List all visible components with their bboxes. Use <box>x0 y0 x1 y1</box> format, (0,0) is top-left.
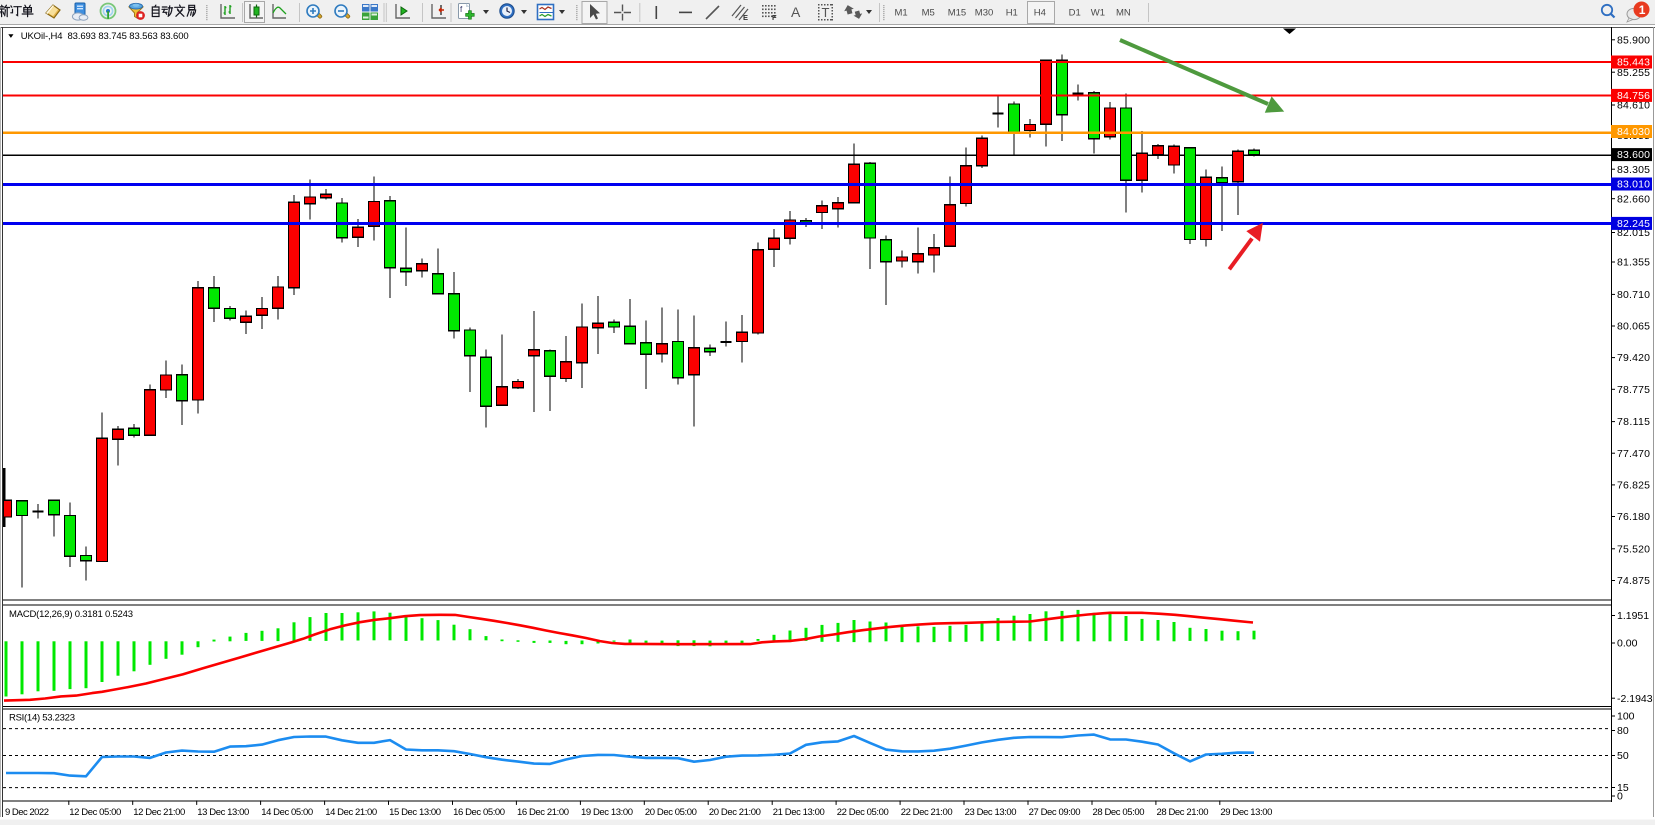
svg-text:13 Dec 13:00: 13 Dec 13:00 <box>197 807 249 818</box>
svg-text:79.420: 79.420 <box>1617 352 1650 364</box>
svg-text:M30: M30 <box>975 8 993 19</box>
svg-text:85.900: 85.900 <box>1617 34 1650 46</box>
svg-text:19 Dec 13:00: 19 Dec 13:00 <box>581 807 633 818</box>
svg-text:83.305: 83.305 <box>1617 164 1650 176</box>
svg-text:f: f <box>460 5 463 14</box>
svg-text:75.520: 75.520 <box>1617 543 1650 555</box>
svg-text:F: F <box>772 13 777 22</box>
svg-text:76.825: 76.825 <box>1617 480 1650 492</box>
svg-text:84.030: 84.030 <box>1617 126 1650 138</box>
svg-text:1: 1 <box>1639 3 1646 17</box>
svg-text:80.710: 80.710 <box>1617 289 1650 301</box>
svg-text:84.610: 84.610 <box>1617 100 1650 112</box>
svg-text:H4: H4 <box>1034 8 1046 19</box>
svg-text:12 Dec 05:00: 12 Dec 05:00 <box>69 807 121 818</box>
svg-text:76.180: 76.180 <box>1617 511 1650 523</box>
svg-text:16 Dec 05:00: 16 Dec 05:00 <box>453 807 505 818</box>
svg-text:84.756: 84.756 <box>1617 90 1650 102</box>
svg-text:0.00: 0.00 <box>1617 638 1638 650</box>
svg-text:15: 15 <box>1617 782 1629 794</box>
svg-text:82.245: 82.245 <box>1617 218 1650 230</box>
svg-text:22 Dec 05:00: 22 Dec 05:00 <box>837 807 889 818</box>
svg-text:H1: H1 <box>1006 8 1018 19</box>
svg-text:83.600: 83.600 <box>1617 149 1650 161</box>
svg-text:1.1951: 1.1951 <box>1617 610 1649 622</box>
svg-text:28 Dec 21:00: 28 Dec 21:00 <box>1157 807 1209 818</box>
svg-text:UKOil-,H4 83.693 83.745 83.56: UKOil-,H4 83.693 83.745 83.563 83.600 <box>21 31 189 42</box>
svg-text:MN: MN <box>1116 8 1131 19</box>
svg-text:85.255: 85.255 <box>1617 67 1650 79</box>
svg-text:E: E <box>743 13 748 22</box>
svg-text:82.015: 82.015 <box>1617 227 1650 239</box>
svg-text:81.355: 81.355 <box>1617 257 1650 269</box>
svg-text:T: T <box>822 5 830 20</box>
svg-text:M1: M1 <box>895 8 908 19</box>
svg-text:74.875: 74.875 <box>1617 575 1650 587</box>
svg-text:20 Dec 05:00: 20 Dec 05:00 <box>645 807 697 818</box>
svg-text:14 Dec 05:00: 14 Dec 05:00 <box>261 807 313 818</box>
svg-text:80: 80 <box>1617 725 1629 737</box>
svg-text:50: 50 <box>1617 750 1629 762</box>
svg-text:A: A <box>791 4 801 20</box>
svg-text:100: 100 <box>1617 711 1635 723</box>
svg-text:D1: D1 <box>1069 8 1081 19</box>
svg-text:83.010: 83.010 <box>1617 179 1650 191</box>
svg-text:RSI(14) 53.2323: RSI(14) 53.2323 <box>9 713 75 724</box>
svg-text:22 Dec 21:00: 22 Dec 21:00 <box>901 807 953 818</box>
svg-text:20 Dec 21:00: 20 Dec 21:00 <box>709 807 761 818</box>
svg-text:27 Dec 09:00: 27 Dec 09:00 <box>1029 807 1081 818</box>
svg-text:-2.1943: -2.1943 <box>1617 693 1653 705</box>
svg-text:M15: M15 <box>948 8 966 19</box>
svg-text:28 Dec 05:00: 28 Dec 05:00 <box>1093 807 1145 818</box>
svg-text:21 Dec 13:00: 21 Dec 13:00 <box>773 807 825 818</box>
svg-text:29 Dec 13:00: 29 Dec 13:00 <box>1220 807 1272 818</box>
svg-text:16 Dec 21:00: 16 Dec 21:00 <box>517 807 569 818</box>
svg-text:80.065: 80.065 <box>1617 321 1650 333</box>
svg-text:78.115: 78.115 <box>1617 416 1650 428</box>
svg-text:14 Dec 21:00: 14 Dec 21:00 <box>325 807 377 818</box>
svg-text:MACD(12,26,9) 0.3181 0.5243: MACD(12,26,9) 0.3181 0.5243 <box>9 609 133 620</box>
svg-text:77.470: 77.470 <box>1617 448 1650 460</box>
svg-text:0: 0 <box>1617 791 1623 803</box>
svg-text:82.660: 82.660 <box>1617 193 1650 205</box>
svg-text:23 Dec 13:00: 23 Dec 13:00 <box>965 807 1017 818</box>
svg-text:12 Dec 21:00: 12 Dec 21:00 <box>133 807 185 818</box>
svg-text:15 Dec 13:00: 15 Dec 13:00 <box>389 807 441 818</box>
svg-text:85.443: 85.443 <box>1617 57 1650 69</box>
svg-text:78.775: 78.775 <box>1617 384 1650 396</box>
svg-text:W1: W1 <box>1091 8 1105 19</box>
svg-text:9 Dec 2022: 9 Dec 2022 <box>5 807 49 818</box>
svg-text:M5: M5 <box>922 8 935 19</box>
